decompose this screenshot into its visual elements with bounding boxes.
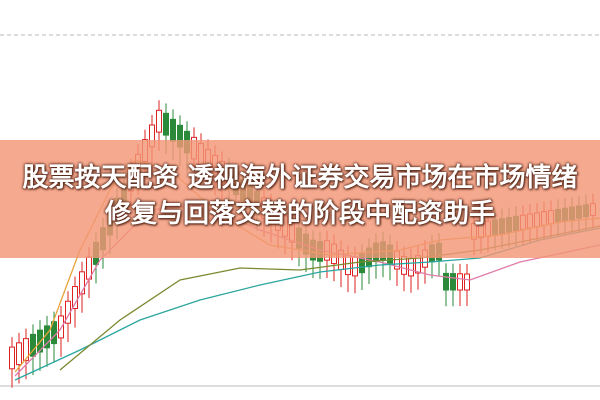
candle-body — [408, 257, 414, 277]
candle-body — [345, 254, 351, 276]
candle-body — [23, 338, 29, 361]
candle-body — [464, 273, 470, 291]
banner-band — [0, 140, 600, 258]
candle-body — [457, 273, 463, 291]
candle-body — [58, 315, 64, 339]
candle-body — [72, 286, 78, 309]
candle-body — [51, 321, 57, 345]
candle-body — [450, 273, 456, 291]
candle-body — [352, 256, 358, 277]
banner-title: 股票按天配资 透视海外证券交易市场在市场情绪修复与回落交替的阶段中配资助手 — [22, 163, 578, 229]
candle-body — [16, 342, 22, 366]
candle-body — [170, 118, 176, 142]
candle-body — [9, 346, 15, 370]
candle-body — [443, 272, 449, 291]
candle-body — [163, 112, 169, 136]
candle-body — [79, 271, 85, 295]
candle-body — [30, 333, 36, 357]
candle-body — [156, 109, 162, 133]
